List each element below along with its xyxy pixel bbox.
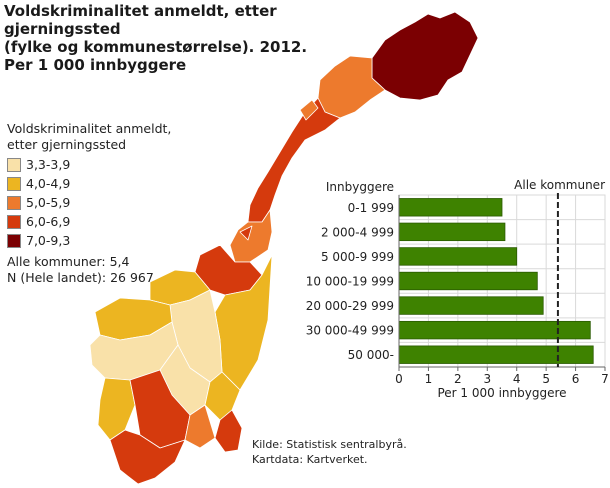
source-line: Kartdata: Kartverket.: [252, 453, 368, 466]
x-tick-label: 3: [483, 372, 491, 386]
legend-title: etter gjerningssted: [7, 137, 127, 152]
legend-item: 4,0-4,9: [7, 174, 171, 193]
national-total: N (Hele landet): 26 967: [7, 270, 154, 285]
legend-label: 6,0-6,9: [26, 213, 71, 229]
legend-swatch: [7, 157, 21, 172]
legend-swatch: [7, 176, 21, 191]
legend-item: 3,3-3,9: [7, 155, 171, 174]
legend-label: 3,3-3,9: [26, 156, 71, 172]
map-region: [229, 209, 273, 263]
bar: [398, 296, 544, 315]
x-tick-label: 7: [601, 372, 609, 386]
bar: [398, 345, 594, 364]
bar: [398, 320, 591, 340]
legend-item: 5,0-5,9: [7, 193, 171, 212]
bar: [398, 247, 518, 266]
x-tick-label: 0: [395, 372, 403, 386]
category-label: 20 000-29 999: [306, 299, 394, 313]
legend-swatch: [7, 195, 21, 210]
category-axis-title: Innbyggere: [326, 180, 394, 194]
legend-swatch: [7, 214, 21, 229]
all-municipalities-value: Alle kommuner: 5,4: [7, 254, 130, 269]
map-region: [371, 11, 479, 101]
legend-item: 7,0-9,3: [7, 231, 171, 250]
legend-swatch: [7, 233, 21, 248]
x-axis-title: Per 1 000 innbyggere: [437, 386, 566, 400]
map-region: [184, 404, 216, 449]
map-region: [239, 225, 253, 241]
source: Kilde: Statistisk sentralbyrå. Kartdata:…: [252, 437, 407, 467]
legend-label: 4,0-4,9: [26, 175, 71, 191]
legend-title: Voldskriminalitet anmeldt,: [7, 121, 172, 136]
x-tick-label: 6: [572, 372, 580, 386]
category-label: 50 000-: [348, 348, 394, 362]
bar: [398, 198, 503, 217]
legend: Voldskriminalitet anmeldt, etter gjernin…: [7, 121, 171, 286]
bar: [398, 271, 538, 291]
map-region: [299, 99, 319, 121]
x-tick-label: 1: [425, 372, 433, 386]
bar: [398, 222, 506, 242]
x-tick-label: 5: [542, 372, 550, 386]
category-label: 2 000-4 999: [321, 225, 394, 239]
legend-item: 6,0-6,9: [7, 212, 171, 231]
category-label: 5 000-9 999: [321, 250, 394, 264]
legend-label: 7,0-9,3: [26, 232, 71, 248]
source-line: Kilde: Statistisk sentralbyrå.: [252, 438, 407, 451]
title-line: (fylke og kommunestørrelse). 2012.: [4, 38, 308, 56]
reference-line-label: Alle kommuner: [514, 178, 605, 192]
x-tick-label: 4: [513, 372, 521, 386]
map-region: [109, 429, 186, 485]
category-label: 10 000-19 999: [306, 275, 394, 289]
title-line: Voldskriminalitet anmeldt, etter gjernin…: [4, 2, 277, 38]
legend-label: 5,0-5,9: [26, 194, 71, 210]
x-tick-label: 2: [454, 372, 462, 386]
title-line: Per 1 000 innbyggere: [4, 56, 187, 74]
category-label: 0-1 999: [348, 201, 394, 215]
category-label: 30 000-49 999: [306, 324, 394, 338]
figure-title: Voldskriminalitet anmeldt, etter gjernin…: [4, 2, 344, 74]
